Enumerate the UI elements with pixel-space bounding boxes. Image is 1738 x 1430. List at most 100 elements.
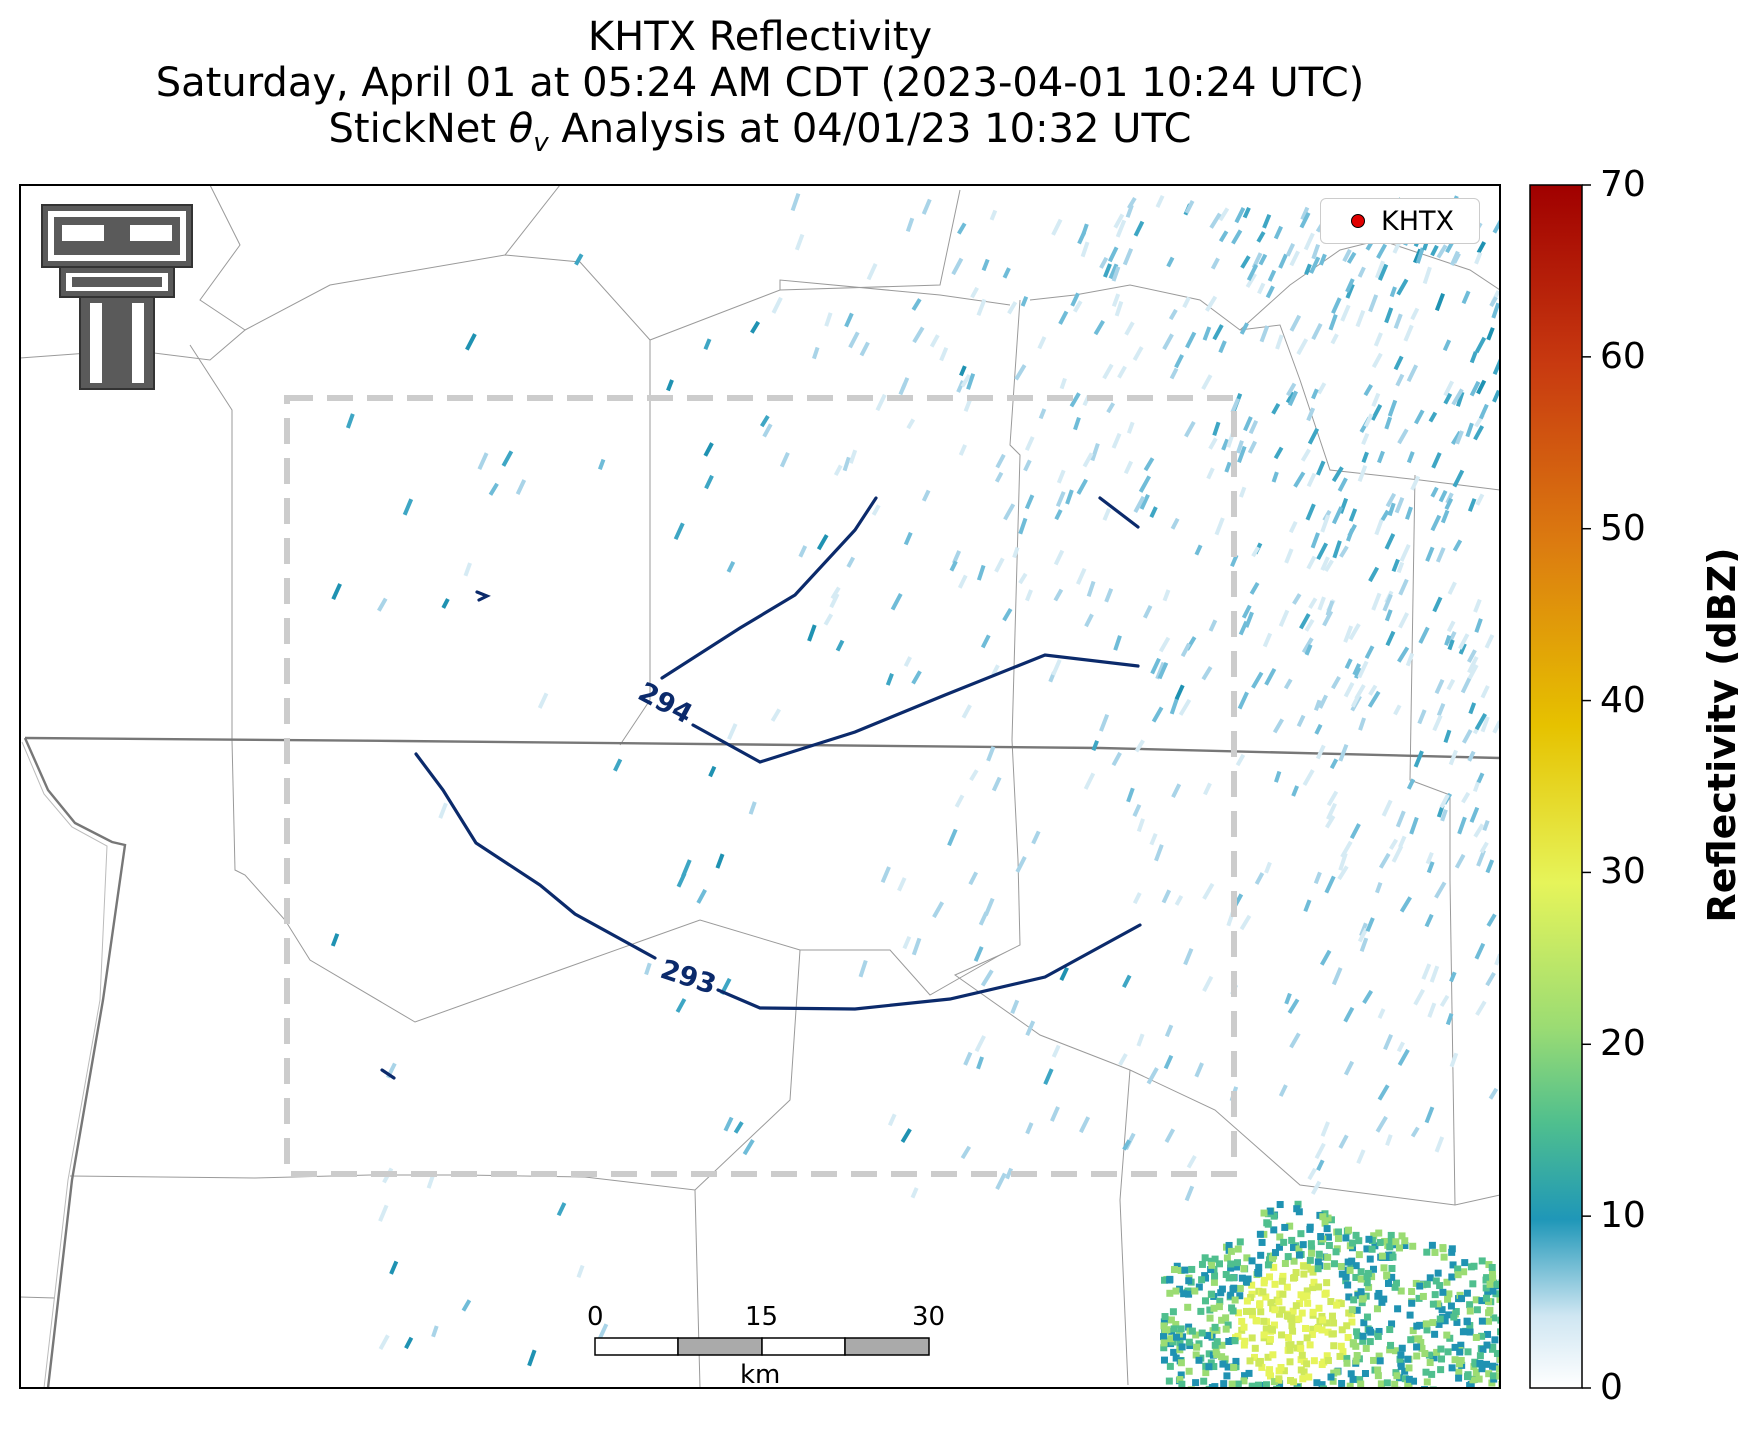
echo-gate (1445, 1013, 1454, 1026)
echo-gate (1182, 296, 1191, 309)
storm-echo-cell (1321, 1219, 1329, 1227)
storm-echo-cell (1231, 1296, 1239, 1304)
echo-gate (980, 969, 994, 987)
storm-echo-cell (1307, 1240, 1315, 1248)
echo-gate (1254, 872, 1265, 885)
echo-gate (1384, 307, 1394, 324)
storm-echo-cell (1441, 1317, 1449, 1325)
storm-echo-cell (1367, 1328, 1375, 1336)
echo-gate (1447, 639, 1455, 651)
echo-gate (771, 296, 783, 314)
storm-echo-cell (1307, 1265, 1315, 1273)
storm-echo-cell (1275, 1375, 1283, 1383)
storm-echo-cell (1472, 1333, 1480, 1341)
storm-echo-cell (1354, 1332, 1362, 1340)
echo-gate (858, 959, 868, 978)
storm-echo-cell (1224, 1363, 1232, 1371)
storm-echo-cell (1358, 1295, 1366, 1303)
storm-echo-cell (1309, 1284, 1317, 1292)
echo-gate (1465, 422, 1474, 438)
echo-gate (1099, 713, 1110, 732)
echo-gate (1474, 942, 1486, 960)
echo-gate (1347, 523, 1357, 537)
echo-gate (1231, 229, 1243, 245)
echo-gate (1355, 309, 1366, 328)
storm-echo-cell (1255, 1359, 1263, 1367)
storm-echo-cell (1482, 1276, 1490, 1284)
echo-gate (1365, 917, 1375, 932)
echo-gate (1331, 967, 1343, 986)
echo-gate (666, 379, 674, 392)
title-line-3-prefix: StickNet (328, 106, 509, 152)
echo-gate (880, 866, 891, 884)
echo-gate (1025, 1020, 1036, 1037)
storm-echo-cell (1359, 1337, 1367, 1345)
storm-echo-cell (1219, 1360, 1227, 1368)
echo-gate (1075, 567, 1087, 585)
storm-echo-cell (1270, 1212, 1278, 1220)
storm-echo-cell (1160, 1356, 1168, 1364)
storm-echo-cell (1211, 1341, 1219, 1349)
echo-gate (1436, 244, 1448, 259)
echo-gate (1434, 678, 1445, 695)
echo-gate (1134, 739, 1145, 753)
storm-echo-cell (1366, 1338, 1374, 1346)
storm-echo-cell (1240, 1377, 1248, 1385)
storm-echo-cell (1231, 1337, 1239, 1345)
colorbar-tick-label: 40 (1600, 679, 1646, 721)
storm-echo-cell (1211, 1323, 1219, 1331)
storm-echo-cell (1486, 1280, 1494, 1288)
echo-gate (1389, 286, 1397, 298)
storm-echo-cell (1431, 1248, 1439, 1256)
texas-tech-double-t-logo-icon (41, 204, 193, 390)
echo-gate (1237, 445, 1247, 463)
echo-gate (675, 998, 687, 1013)
storm-echo-cell (1258, 1238, 1266, 1246)
storm-echo-cell (1434, 1300, 1442, 1308)
echo-gate (1102, 363, 1114, 380)
colorbar-tick-label: 0 (1600, 1367, 1623, 1408)
echo-gate (974, 1035, 986, 1053)
echo-gate (859, 341, 870, 357)
storm-echo-cell (1313, 1379, 1321, 1387)
echo-gate (1285, 243, 1296, 257)
storm-echo-cell (1314, 1265, 1322, 1273)
scale-bar (594, 1337, 930, 1356)
echo-gate (1278, 609, 1290, 627)
storm-echo-cell (1290, 1378, 1298, 1386)
echo-gate (961, 704, 972, 719)
storm-echo-cell (1315, 1283, 1323, 1291)
storm-echo-cell (1337, 1300, 1345, 1308)
storm-echo-cell (1268, 1326, 1276, 1334)
contour-293-line-right (716, 923, 1142, 1011)
echo-gate (1384, 533, 1396, 550)
echo-gate (970, 286, 979, 299)
echo-gate (1461, 791, 1471, 804)
echo-gate (613, 758, 623, 772)
echo-gate (1413, 988, 1425, 1006)
echo-gate (1398, 578, 1409, 596)
echo-gate (1247, 440, 1258, 454)
echo-gate (1132, 803, 1142, 817)
storm-echo-cell (1289, 1307, 1297, 1315)
storm-echo-cell (1387, 1231, 1395, 1239)
echo-gate (1208, 619, 1218, 632)
storm-echo-cell (1425, 1351, 1433, 1359)
storm-echo-cell (1205, 1350, 1213, 1358)
storm-echo-cell (1436, 1315, 1444, 1323)
echo-gate (1326, 802, 1337, 820)
storm-echo-cell (1497, 1316, 1500, 1324)
storm-echo-cell (1228, 1380, 1236, 1388)
echo-gate (897, 877, 907, 892)
storm-echo-cell (1478, 1297, 1486, 1305)
echo-gate (1486, 913, 1497, 927)
storm-echo-cell (1286, 1222, 1294, 1230)
echo-gate (903, 531, 913, 546)
echo-gate (1384, 609, 1393, 622)
echo-gate (1201, 374, 1213, 391)
storm-echo-cell (1423, 1326, 1431, 1334)
theta-subscript: v (533, 128, 549, 158)
echo-gate (1476, 241, 1486, 254)
storm-echo-cell (1485, 1309, 1493, 1317)
echo-gate (378, 1334, 390, 1351)
